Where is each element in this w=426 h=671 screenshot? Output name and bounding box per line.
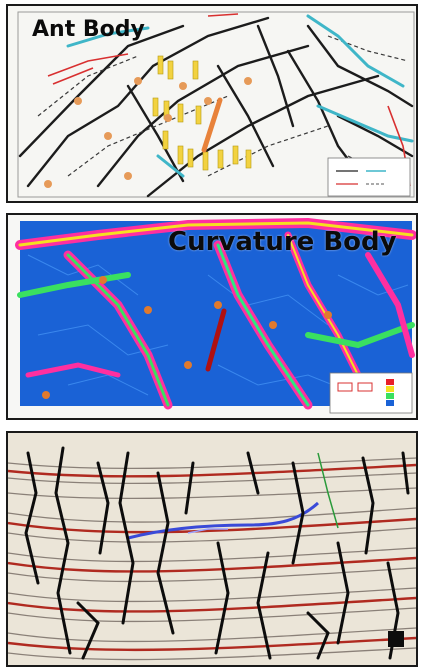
legend-box-icon [327, 157, 411, 197]
curvature-body-map [8, 215, 416, 418]
ant-body-panel: Ant Body [6, 4, 418, 203]
red-line-icon [205, 308, 227, 372]
seismic-section-panel [6, 431, 418, 667]
seismic-section-image [8, 433, 416, 665]
curvature-legend [329, 372, 413, 414]
curvature-body-panel: Curvature Body [6, 213, 418, 420]
orange-line-icon [201, 97, 223, 153]
ant-body-label: Ant Body [32, 17, 145, 42]
ant-body-map [8, 6, 416, 201]
curvature-body-label: Curvature Body [168, 227, 397, 257]
